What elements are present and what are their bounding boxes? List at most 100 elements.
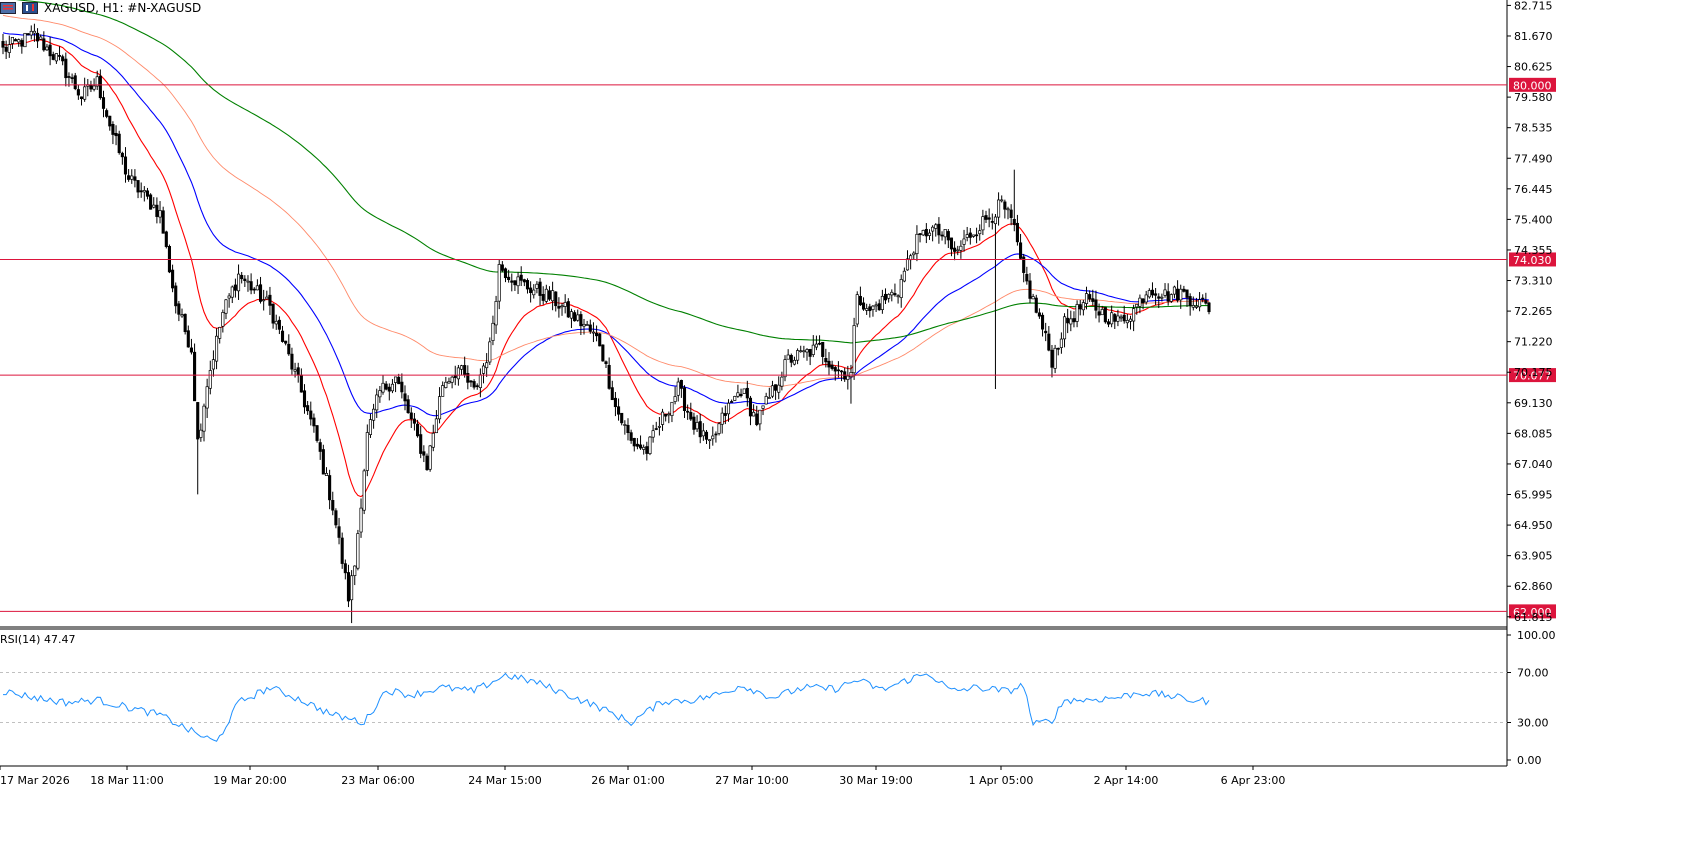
candle — [818, 335, 822, 346]
candle — [1179, 284, 1183, 309]
candle — [265, 290, 269, 300]
chart-header: XAGUSD, H1: #N-XAGUSD — [0, 0, 201, 16]
candle — [400, 373, 404, 399]
candle — [164, 230, 168, 249]
price-levels[interactable]: 80.000 74.030 70.077 62.000 — [0, 77, 1556, 619]
candle — [494, 295, 498, 334]
candle — [472, 379, 476, 390]
candle — [733, 395, 737, 401]
candle — [981, 209, 985, 236]
candle — [434, 410, 438, 434]
candle — [799, 345, 803, 353]
candle — [909, 253, 913, 270]
time-tick-label: 17 Mar 2026 — [0, 774, 70, 787]
candle — [1116, 309, 1120, 327]
candle — [607, 357, 611, 390]
candle — [874, 301, 878, 312]
rsi-tick-label: 0.00 — [1517, 754, 1542, 767]
candle — [89, 80, 93, 93]
candle — [720, 407, 724, 434]
candle — [353, 565, 357, 586]
candle — [902, 267, 906, 283]
candle — [708, 439, 712, 449]
candle — [651, 424, 655, 443]
candle — [258, 276, 263, 304]
candle — [20, 38, 24, 54]
candle — [811, 335, 815, 358]
ma-line-100 — [2, 14, 1210, 388]
candle — [617, 398, 621, 421]
candle — [318, 438, 322, 460]
candle — [475, 383, 479, 390]
candle — [566, 298, 570, 318]
rsi-title: RSI(14) 47.47 — [0, 633, 75, 646]
candle — [111, 121, 115, 145]
candle — [437, 387, 442, 424]
candle — [598, 332, 602, 347]
candle — [1072, 311, 1076, 328]
candle — [664, 413, 668, 422]
candle — [315, 425, 319, 443]
candle — [547, 286, 552, 301]
candle — [635, 438, 639, 450]
candle — [623, 420, 627, 435]
candle — [877, 299, 881, 311]
candle — [1150, 282, 1155, 298]
candle — [990, 213, 994, 230]
candle — [934, 223, 938, 237]
candle — [569, 308, 574, 329]
candle — [667, 411, 671, 424]
candle — [927, 229, 932, 240]
chart-window-icon[interactable] — [0, 2, 16, 14]
candle — [984, 210, 988, 223]
candle — [155, 197, 159, 224]
candle — [45, 43, 49, 51]
candle — [893, 283, 897, 297]
time-tick-label: 1 Apr 05:00 — [969, 774, 1034, 787]
candle — [177, 300, 181, 322]
candle — [227, 293, 231, 308]
candle — [334, 508, 338, 529]
candle — [780, 371, 784, 391]
candle — [883, 288, 888, 305]
candle — [302, 384, 307, 414]
candle — [497, 259, 501, 310]
candle — [387, 383, 391, 401]
candle — [1097, 303, 1101, 323]
candle — [1, 33, 5, 55]
time-tick-label: 26 Mar 01:00 — [591, 774, 664, 787]
candle — [1091, 289, 1095, 306]
candle — [717, 422, 721, 436]
candle — [14, 38, 18, 42]
candle — [1059, 332, 1063, 354]
candle — [1119, 314, 1123, 322]
candle — [686, 404, 690, 420]
candle — [953, 241, 957, 261]
candle — [1078, 299, 1082, 316]
candle — [761, 405, 765, 416]
candle — [450, 375, 454, 389]
candle — [748, 395, 753, 426]
candle — [419, 425, 423, 459]
candle — [698, 413, 702, 444]
candle — [1166, 283, 1170, 306]
price-tick-label: 65.995 — [1514, 489, 1553, 502]
candle — [755, 405, 759, 427]
candle — [205, 378, 209, 418]
candle — [130, 169, 134, 184]
price-tick-label: 72.265 — [1514, 305, 1553, 318]
candlestick-icon[interactable] — [22, 2, 38, 14]
candle — [290, 347, 294, 375]
candle — [249, 273, 253, 295]
candle — [997, 192, 1001, 226]
candle — [324, 467, 329, 476]
candle — [1000, 195, 1004, 203]
candle — [846, 365, 850, 390]
candle — [346, 564, 351, 608]
candle — [215, 328, 219, 370]
time-axis: 17 Mar 2026 18 Mar 11:00 19 Mar 20:00 23 Ma… — [0, 766, 1285, 787]
candle — [1122, 305, 1126, 324]
candle — [416, 419, 420, 438]
candle — [1053, 344, 1057, 374]
